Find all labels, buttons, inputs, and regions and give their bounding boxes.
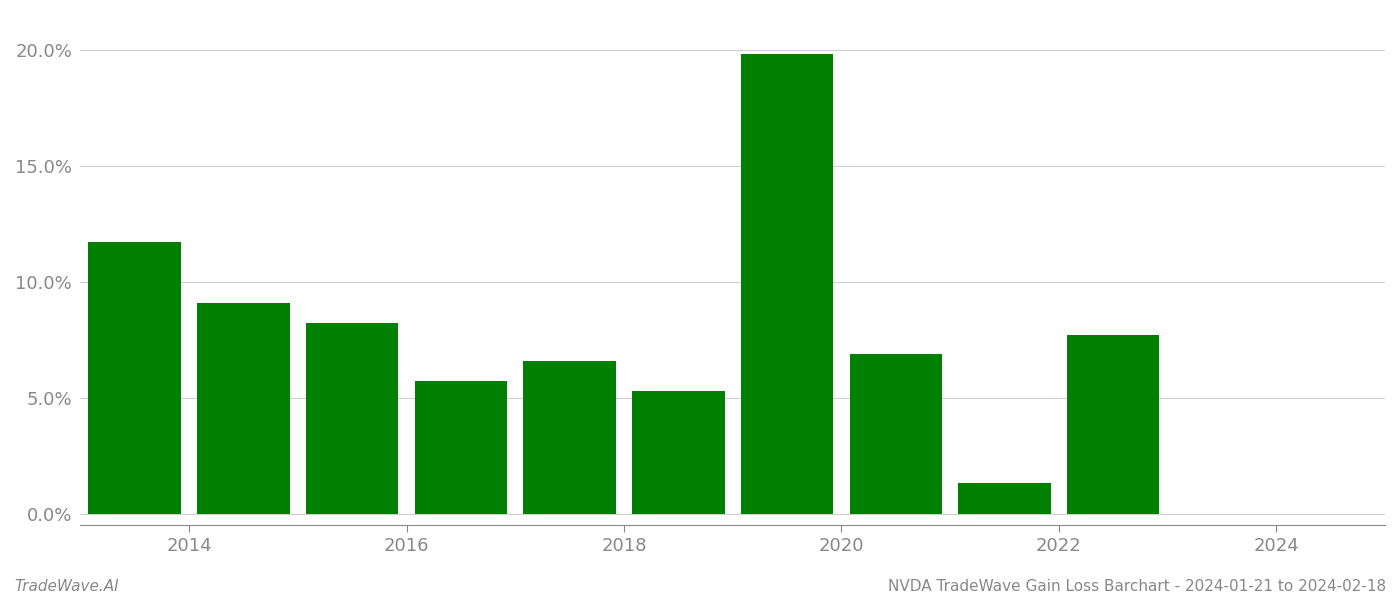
Text: TradeWave.AI: TradeWave.AI (14, 579, 119, 594)
Bar (197, 302, 290, 514)
Bar (524, 361, 616, 514)
Bar (414, 382, 507, 514)
Bar (307, 323, 399, 514)
Bar (850, 353, 942, 514)
Bar (741, 55, 833, 514)
Bar (958, 484, 1050, 514)
Bar (631, 391, 725, 514)
Bar (88, 242, 181, 514)
Bar (1067, 335, 1159, 514)
Text: NVDA TradeWave Gain Loss Barchart - 2024-01-21 to 2024-02-18: NVDA TradeWave Gain Loss Barchart - 2024… (888, 579, 1386, 594)
